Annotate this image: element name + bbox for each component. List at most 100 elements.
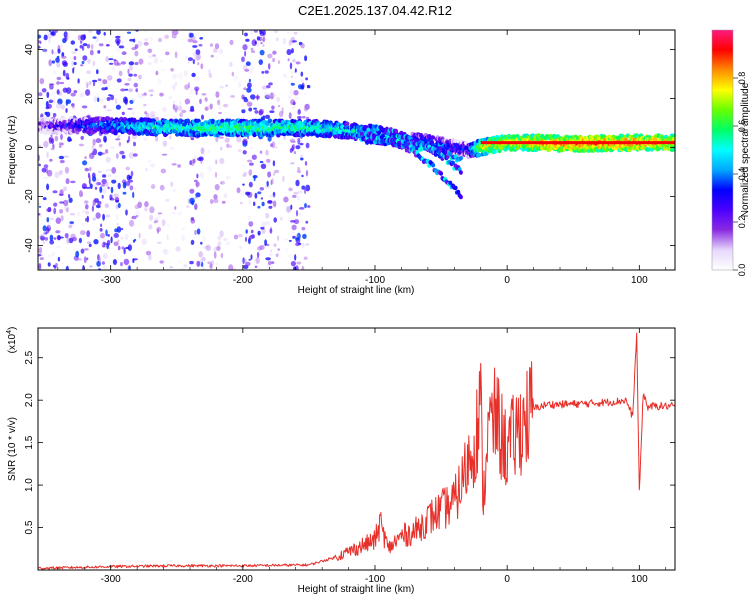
noise-cell [294, 96, 300, 100]
noise-cell [134, 44, 139, 49]
noise-cell [179, 100, 182, 107]
noise-cell [138, 232, 141, 239]
noise-cell [120, 88, 126, 92]
noise-cell [239, 246, 243, 249]
noise-cell [143, 137, 148, 141]
noise-cell [106, 109, 112, 112]
noise-cell [237, 148, 242, 153]
noise-cell [42, 197, 47, 201]
noise-cell [88, 243, 92, 248]
noise-cell [80, 135, 84, 140]
noise-cell [60, 133, 63, 140]
noise-cell [108, 58, 114, 61]
noise-cell [256, 251, 260, 258]
noise-cell [129, 38, 134, 42]
noise-cell [214, 184, 220, 191]
noise-cell [125, 209, 128, 216]
noise-cell [124, 88, 129, 91]
noise-cell [109, 194, 113, 200]
noise-cell [97, 151, 103, 156]
noise-cell [250, 254, 253, 260]
noise-cell [117, 62, 121, 66]
noise-cell [196, 260, 201, 267]
noise-cell [238, 81, 242, 88]
noise-cell [46, 208, 52, 213]
noise-cell [42, 48, 48, 53]
noise-cell [53, 202, 58, 207]
noise-cell [201, 114, 204, 120]
noise-cell [129, 65, 133, 71]
noise-cell [162, 140, 168, 147]
spectrogram-y-tick-label: 20 [24, 93, 35, 105]
noise-cell [259, 30, 263, 35]
noise-cell [99, 228, 103, 232]
noise-cell [95, 182, 102, 186]
noise-cell [143, 41, 149, 46]
noise-cell [102, 187, 107, 194]
noise-cell [55, 57, 60, 63]
noise-cell [196, 173, 199, 179]
noise-cell [245, 229, 248, 234]
noise-cell [254, 110, 259, 114]
noise-cell [286, 206, 292, 213]
noise-cell [105, 44, 111, 47]
noise-cell [281, 107, 284, 114]
noise-cell [71, 51, 77, 54]
noise-cell [233, 234, 239, 240]
noise-cell [147, 48, 153, 54]
noise-cell [175, 246, 181, 252]
noise-cell [171, 188, 177, 193]
noise-cell [57, 98, 63, 105]
noise-cell [78, 237, 82, 244]
noise-cell [95, 212, 101, 219]
noise-cell [242, 183, 245, 186]
snr-y-label: SNR (10 * v/v) [7, 417, 18, 481]
branch-cell [431, 162, 436, 168]
noise-cell [249, 234, 253, 240]
noise-cell [292, 194, 297, 198]
noise-cell [127, 68, 130, 75]
noise-cell [102, 79, 108, 85]
noise-cell [109, 146, 115, 150]
noise-cell [264, 94, 271, 100]
noise-cell [73, 30, 77, 33]
noise-cell [110, 186, 114, 194]
noise-cell [184, 98, 191, 105]
noise-cell [74, 48, 78, 52]
noise-cell [128, 265, 131, 270]
noise-cell [248, 181, 253, 188]
noise-cell [276, 96, 281, 103]
noise-cell [259, 49, 265, 56]
noise-cell [304, 203, 307, 209]
noise-cell [174, 206, 177, 210]
noise-cell [162, 248, 168, 254]
noise-cell [192, 40, 198, 44]
noise-cell [129, 185, 134, 191]
noise-cell [65, 72, 70, 80]
noise-cell [189, 197, 195, 205]
noise-cell [85, 89, 91, 96]
noise-cell [119, 236, 125, 240]
noise-cell [92, 148, 98, 156]
noise-cell [293, 32, 298, 35]
noise-cell [101, 178, 107, 185]
noise-cell [38, 45, 41, 49]
noise-cell [285, 74, 288, 79]
noise-cell [102, 242, 108, 245]
noise-cell [144, 111, 148, 115]
noise-cell [187, 59, 190, 64]
noise-cell [56, 246, 60, 249]
noise-cell [232, 267, 236, 270]
noise-cell [124, 234, 129, 241]
noise-cell [93, 239, 99, 245]
noise-cell [198, 251, 203, 258]
noise-cell [165, 51, 170, 56]
noise-cell [189, 109, 195, 112]
noise-cell [213, 198, 219, 204]
noise-cell [92, 81, 96, 87]
noise-cell [38, 246, 43, 254]
noise-cell [116, 78, 122, 83]
noise-cell [117, 135, 121, 139]
snr-y-tick-label: 0.5 [24, 520, 35, 534]
